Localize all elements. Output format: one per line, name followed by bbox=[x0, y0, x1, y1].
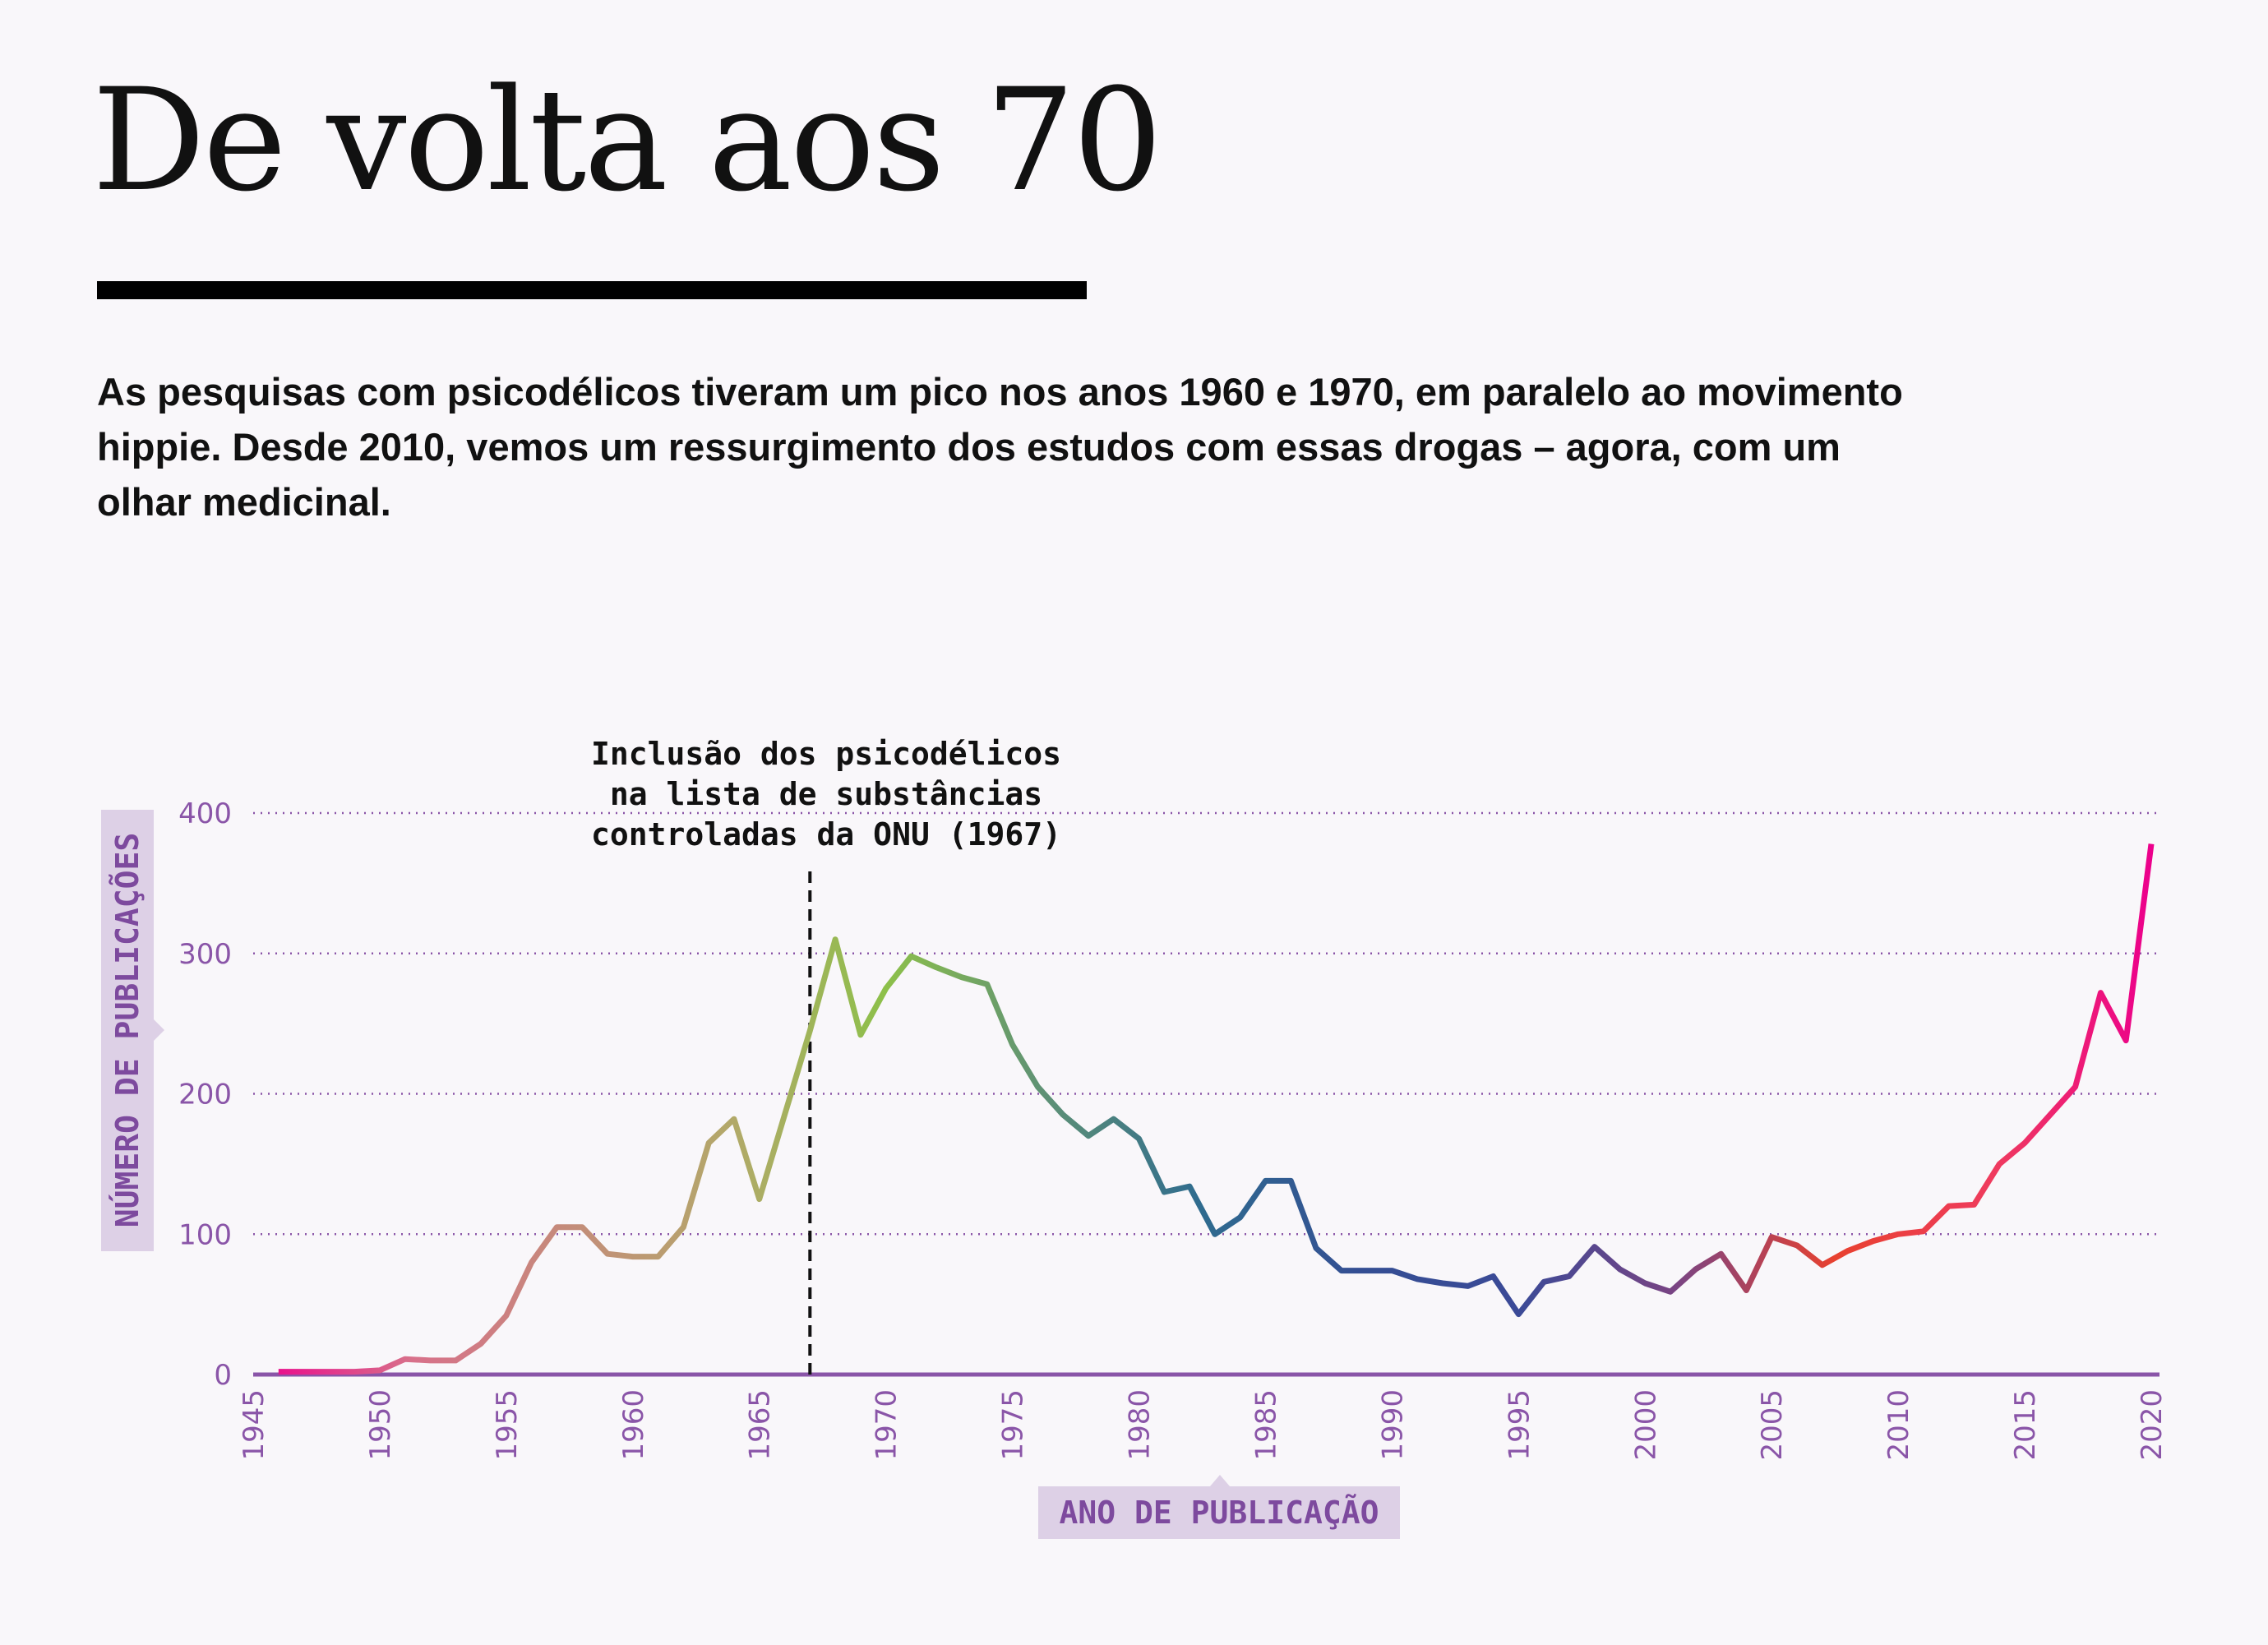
series-line-publications bbox=[278, 843, 2155, 1375]
x-tick-label: 1955 bbox=[491, 1389, 524, 1461]
x-tick-labels: 1945 1950 1955 1960 1965 1970 1975 1980 1985 1990… bbox=[238, 1389, 2169, 1461]
x-tick-label: 1995 bbox=[1503, 1389, 1536, 1461]
x-tick-label: 1970 bbox=[871, 1389, 903, 1461]
x-tick-label: 1965 bbox=[744, 1389, 777, 1461]
gridlines bbox=[253, 811, 2159, 1236]
y-axis-label: NÚMERO DE PUBLICAÇÕES bbox=[109, 833, 146, 1227]
x-tick-label: 2000 bbox=[1629, 1389, 1662, 1461]
y-tick-label: 0 bbox=[214, 1359, 232, 1392]
annotation-line: Inclusão dos psicodélicos bbox=[591, 736, 1061, 772]
x-tick-label: 2015 bbox=[2009, 1389, 2042, 1461]
y-axis-title: NÚMERO DE PUBLICAÇÕES bbox=[101, 810, 164, 1251]
x-tick-label: 1960 bbox=[617, 1389, 650, 1461]
y-tick-label: 100 bbox=[178, 1218, 232, 1251]
page-title: De volta aos 70 bbox=[92, 58, 1162, 223]
annotation-text: Inclusão dos psicodélicos na lista de sub… bbox=[591, 736, 1061, 853]
subtitle: As pesquisas com psicodélicos tiveram um… bbox=[97, 370, 1903, 524]
annotation-line: na lista de substâncias bbox=[610, 776, 1042, 812]
x-tick-label: 1990 bbox=[1376, 1389, 1409, 1461]
y-tick-label: 300 bbox=[178, 938, 232, 971]
x-tick-label: 1950 bbox=[364, 1389, 397, 1461]
x-axis-title: ANO DE PUBLICAÇÃO bbox=[1038, 1475, 1400, 1539]
x-axis-label: ANO DE PUBLICAÇÃO bbox=[1060, 1495, 1379, 1531]
y-tick-labels: 0 100 200 300 400 bbox=[178, 797, 232, 1392]
x-tick-label: 1975 bbox=[997, 1389, 1030, 1461]
x-tick-label: 2010 bbox=[1882, 1389, 1915, 1461]
annotation-line: controladas da ONU (1967) bbox=[591, 816, 1061, 853]
y-tick-label: 200 bbox=[178, 1079, 232, 1111]
x-tick-label: 1985 bbox=[1249, 1389, 1282, 1461]
title-divider bbox=[97, 281, 1087, 299]
x-tick-label: 1980 bbox=[1124, 1389, 1157, 1461]
x-tick-label: 2020 bbox=[2136, 1389, 2169, 1461]
y-tick-label: 400 bbox=[178, 797, 232, 830]
x-tick-label: 2005 bbox=[1756, 1389, 1789, 1461]
x-tick-label: 1945 bbox=[238, 1389, 270, 1461]
